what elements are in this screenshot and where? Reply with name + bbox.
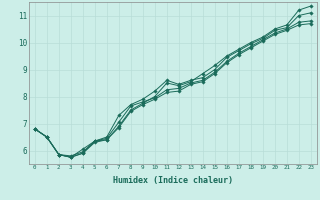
X-axis label: Humidex (Indice chaleur): Humidex (Indice chaleur) (113, 176, 233, 185)
